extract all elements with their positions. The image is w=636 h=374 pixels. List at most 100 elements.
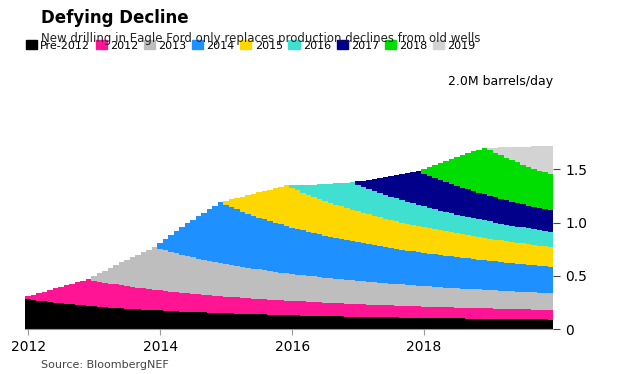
Bar (482, 308, 487, 319)
Bar (476, 319, 482, 329)
Bar (229, 199, 235, 207)
Bar (366, 244, 372, 282)
Bar (482, 260, 487, 290)
Bar (361, 181, 366, 187)
Bar (537, 171, 543, 208)
Bar (427, 229, 432, 254)
Bar (218, 202, 223, 263)
Bar (372, 317, 377, 329)
Bar (499, 156, 504, 199)
Bar (454, 318, 460, 329)
Bar (515, 147, 520, 162)
Bar (146, 310, 152, 329)
Bar (460, 188, 466, 216)
Bar (487, 148, 493, 150)
Bar (520, 292, 526, 309)
Bar (306, 302, 312, 316)
Bar (389, 220, 394, 248)
Bar (223, 313, 229, 329)
Bar (548, 247, 553, 267)
Bar (306, 232, 312, 276)
Bar (240, 212, 245, 267)
Bar (262, 219, 267, 270)
Bar (185, 312, 190, 329)
Bar (333, 238, 339, 279)
Bar (421, 318, 427, 329)
Bar (190, 312, 196, 329)
Bar (207, 295, 212, 313)
Bar (350, 304, 356, 317)
Bar (493, 197, 499, 223)
Bar (383, 195, 389, 219)
Bar (460, 258, 466, 288)
Bar (361, 281, 366, 304)
Bar (36, 293, 42, 300)
Bar (185, 293, 190, 312)
Bar (356, 317, 361, 329)
Bar (438, 180, 443, 211)
Bar (75, 282, 80, 305)
Bar (520, 204, 526, 227)
Bar (102, 282, 108, 307)
Bar (223, 264, 229, 297)
Bar (399, 285, 405, 306)
Bar (190, 257, 196, 294)
Bar (141, 288, 146, 310)
Bar (300, 275, 306, 301)
Bar (389, 197, 394, 220)
Bar (416, 286, 421, 306)
Bar (235, 198, 240, 209)
Bar (438, 307, 443, 318)
Bar (504, 319, 509, 329)
Bar (344, 316, 350, 329)
Bar (531, 207, 537, 229)
Bar (471, 319, 476, 329)
Bar (493, 309, 499, 319)
Bar (328, 278, 333, 303)
Bar (377, 317, 383, 329)
Bar (443, 307, 449, 318)
Bar (251, 215, 256, 269)
Bar (300, 316, 306, 329)
Bar (449, 184, 454, 213)
Bar (515, 264, 520, 292)
Bar (86, 306, 92, 329)
Bar (537, 310, 543, 319)
Bar (466, 217, 471, 235)
Bar (394, 318, 399, 329)
Bar (322, 278, 328, 303)
Bar (526, 265, 531, 292)
Bar (499, 309, 504, 319)
Bar (377, 283, 383, 305)
Bar (235, 314, 240, 329)
Bar (515, 309, 520, 319)
Bar (25, 296, 31, 299)
Bar (163, 291, 169, 311)
Bar (509, 319, 515, 329)
Bar (267, 221, 273, 271)
Bar (158, 243, 163, 249)
Bar (432, 209, 438, 229)
Bar (273, 188, 279, 223)
Bar (416, 205, 421, 226)
Bar (432, 165, 438, 178)
Bar (179, 293, 185, 312)
Bar (399, 200, 405, 223)
Bar (344, 304, 350, 316)
Bar (410, 251, 416, 285)
Bar (64, 285, 69, 304)
Bar (339, 279, 344, 303)
Bar (482, 319, 487, 329)
Bar (97, 282, 102, 307)
Bar (356, 181, 361, 185)
Bar (482, 148, 487, 194)
Bar (548, 293, 553, 310)
Bar (482, 194, 487, 220)
Bar (229, 297, 235, 313)
Bar (515, 319, 520, 329)
Bar (421, 169, 427, 174)
Bar (366, 189, 372, 214)
Bar (410, 318, 416, 329)
Bar (449, 307, 454, 318)
Bar (235, 297, 240, 314)
